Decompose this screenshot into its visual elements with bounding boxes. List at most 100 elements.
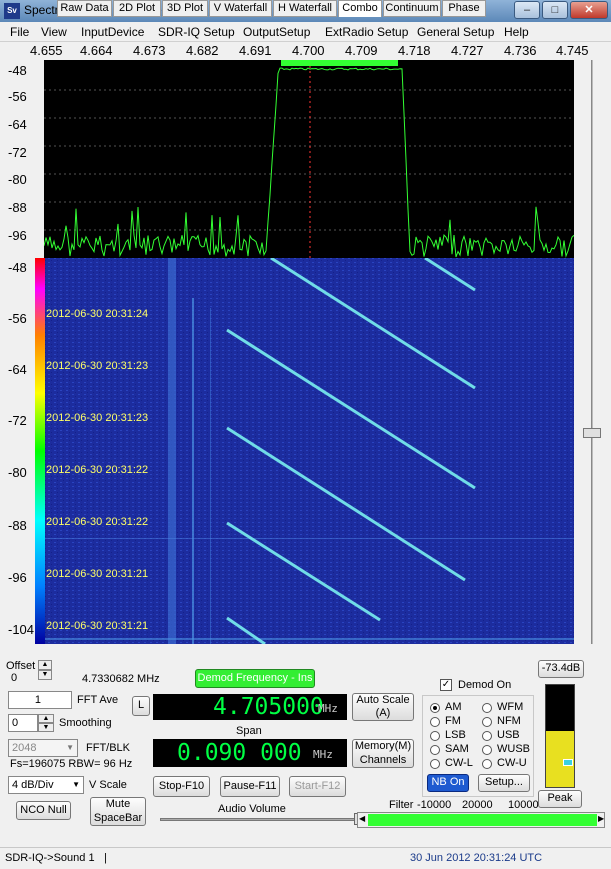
smoothing-spin-up[interactable]: ▲ xyxy=(38,714,54,723)
peak-button[interactable]: Peak xyxy=(538,790,582,808)
menu-outputsetup[interactable]: OutputSetup xyxy=(243,25,311,39)
mode-radio-nfm[interactable] xyxy=(482,717,492,727)
status-datetime: 30 Jun 2012 20:31:24 UTC xyxy=(410,852,543,864)
waterfall-timestamp: 2012-06-30 20:31:23 xyxy=(46,412,149,424)
fft-ave-input[interactable]: 1 xyxy=(8,691,72,709)
waterfall-carrier-line xyxy=(210,308,211,644)
waterfall-display[interactable] xyxy=(35,258,574,644)
minimize-button[interactable]: – xyxy=(514,1,540,19)
mode-radio-wusb[interactable] xyxy=(482,745,492,755)
mode-radio-usb[interactable] xyxy=(482,731,492,741)
freq-tick: 4.664 xyxy=(80,43,113,58)
menu-view[interactable]: View xyxy=(41,25,67,39)
waterfall-timestamp: 2012-06-30 20:31:21 xyxy=(46,620,149,632)
l-button[interactable]: L xyxy=(132,696,150,716)
waterfall-timestamp: 2012-06-30 20:31:22 xyxy=(46,516,149,528)
demod-passband-marker[interactable] xyxy=(281,60,398,66)
vertical-offset-slider[interactable] xyxy=(580,60,606,644)
freq-tick: 4.673 xyxy=(133,43,166,58)
tab-3d-plot[interactable]: 3D Plot xyxy=(162,0,208,17)
center-frequency-display[interactable]: 4.705000 MHz xyxy=(153,694,347,720)
demod-on-label: Demod On xyxy=(458,679,512,691)
mode-label-cwl: CW-L xyxy=(445,757,473,769)
waterfall-db-label: -48 xyxy=(8,260,27,275)
freq-tick: 4.700 xyxy=(292,43,325,58)
mode-label-wusb: WUSB xyxy=(497,743,530,755)
audio-volume-slider[interactable] xyxy=(160,818,356,821)
nb-on-button[interactable]: NB On xyxy=(427,774,469,792)
close-button[interactable]: ✕ xyxy=(570,1,608,19)
filter-scrollbar[interactable]: ◀ ▶ xyxy=(357,812,605,828)
menu-file[interactable]: File xyxy=(10,25,30,39)
stop-button[interactable]: Stop-F10 xyxy=(153,776,210,797)
center-frequency-unit: MHz xyxy=(318,702,338,715)
mode-radio-am[interactable] xyxy=(430,703,440,713)
span-display[interactable]: 0.090 000 MHz xyxy=(153,739,347,767)
waterfall-plot xyxy=(35,258,574,644)
mode-label-nfm: NFM xyxy=(497,715,521,727)
offset-spin-up[interactable]: ▲ xyxy=(38,660,52,670)
tab-h-waterfall[interactable]: H Waterfall xyxy=(273,0,337,17)
freq-tick: 4.655 xyxy=(30,43,63,58)
mode-radio-cwu[interactable] xyxy=(482,759,492,769)
waterfall-db-label: -64 xyxy=(8,362,27,377)
mode-radio-cwl[interactable] xyxy=(430,759,440,769)
menu-help[interactable]: Help xyxy=(504,25,529,39)
tab-phase[interactable]: Phase xyxy=(442,0,486,17)
memory-channels-button[interactable]: Memory(M) Channels xyxy=(352,739,414,768)
waterfall-db-label: -80 xyxy=(8,465,27,480)
menu-inputdevice[interactable]: InputDevice xyxy=(81,25,145,39)
pause-button[interactable]: Pause-F11 xyxy=(220,776,280,797)
offset-value[interactable]: 0 xyxy=(11,672,18,684)
demod-frequency-button[interactable]: Demod Frequency - Ins xyxy=(195,669,315,688)
filter-label: Filter xyxy=(389,799,414,811)
filter-right-arrow[interactable]: ▶ xyxy=(598,814,605,823)
filter-bar[interactable] xyxy=(368,814,597,826)
smoothing-label: Smoothing xyxy=(59,717,112,729)
vscale-label: V Scale xyxy=(89,779,127,791)
menu-sdriq-setup[interactable]: SDR-IQ Setup xyxy=(158,25,235,39)
mute-button[interactable]: Mute SpaceBar xyxy=(90,797,146,826)
waterfall-timestamp: 2012-06-30 20:31:23 xyxy=(46,360,149,372)
nco-null-button[interactable]: NCO Null xyxy=(16,801,71,820)
spectrum-display[interactable] xyxy=(44,60,574,258)
fft-blk-select[interactable]: 2048 ▼ xyxy=(8,739,78,757)
slider-thumb[interactable] xyxy=(583,428,601,438)
waterfall-db-label: -104 xyxy=(8,622,35,637)
tab-continuum[interactable]: Continuum xyxy=(383,0,441,17)
tab-v-waterfall[interactable]: V Waterfall xyxy=(209,0,272,17)
waterfall-sweep-traces xyxy=(226,258,476,644)
spectrum-db-label: -56 xyxy=(8,89,27,104)
span-unit: MHz xyxy=(313,748,333,761)
spectrum-grid xyxy=(44,89,574,231)
menu-general-setup[interactable]: General Setup xyxy=(417,25,495,39)
fft-ave-label: FFT Ave xyxy=(77,694,119,706)
status-bar: SDR-IQ->Sound 1 | 30 Jun 2012 20:31:24 U… xyxy=(0,847,611,869)
maximize-button[interactable]: □ xyxy=(542,1,568,19)
auto-scale-button[interactable]: Auto Scale (A) xyxy=(352,693,414,721)
level-readout: -73.4dB xyxy=(538,660,584,678)
mode-label-usb: USB xyxy=(497,729,520,741)
status-device: SDR-IQ->Sound 1 xyxy=(5,852,95,864)
start-button[interactable]: Start-F12 xyxy=(289,776,346,797)
demod-on-checkbox[interactable]: ✓ xyxy=(440,679,452,691)
freq-tick: 4.727 xyxy=(451,43,484,58)
cursor-frequency: 4.7330682 MHz xyxy=(82,673,160,685)
mode-radio-lsb[interactable] xyxy=(430,731,440,741)
mode-radio-fm[interactable] xyxy=(430,717,440,727)
setup-button[interactable]: Setup... xyxy=(478,774,530,792)
tab-raw-data[interactable]: Raw Data xyxy=(57,0,112,17)
tab-combo[interactable]: Combo xyxy=(338,0,382,17)
filter-left-arrow[interactable]: ◀ xyxy=(359,814,366,823)
offset-spin-down[interactable]: ▼ xyxy=(38,670,52,680)
smoothing-input[interactable]: 0 xyxy=(8,714,38,732)
tab-2d-plot[interactable]: 2D Plot xyxy=(113,0,161,17)
spectrum-plot xyxy=(44,60,574,258)
mode-label-am: AM xyxy=(445,701,462,713)
vscale-select[interactable]: 4 dB/Div ▼ xyxy=(8,776,84,794)
waterfall-colorbar xyxy=(35,258,45,644)
mode-radio-sam[interactable] xyxy=(430,745,440,755)
smoothing-spin-down[interactable]: ▼ xyxy=(38,723,54,732)
menu-extradio-setup[interactable]: ExtRadio Setup xyxy=(325,25,409,39)
mode-radio-wfm[interactable] xyxy=(482,703,492,713)
